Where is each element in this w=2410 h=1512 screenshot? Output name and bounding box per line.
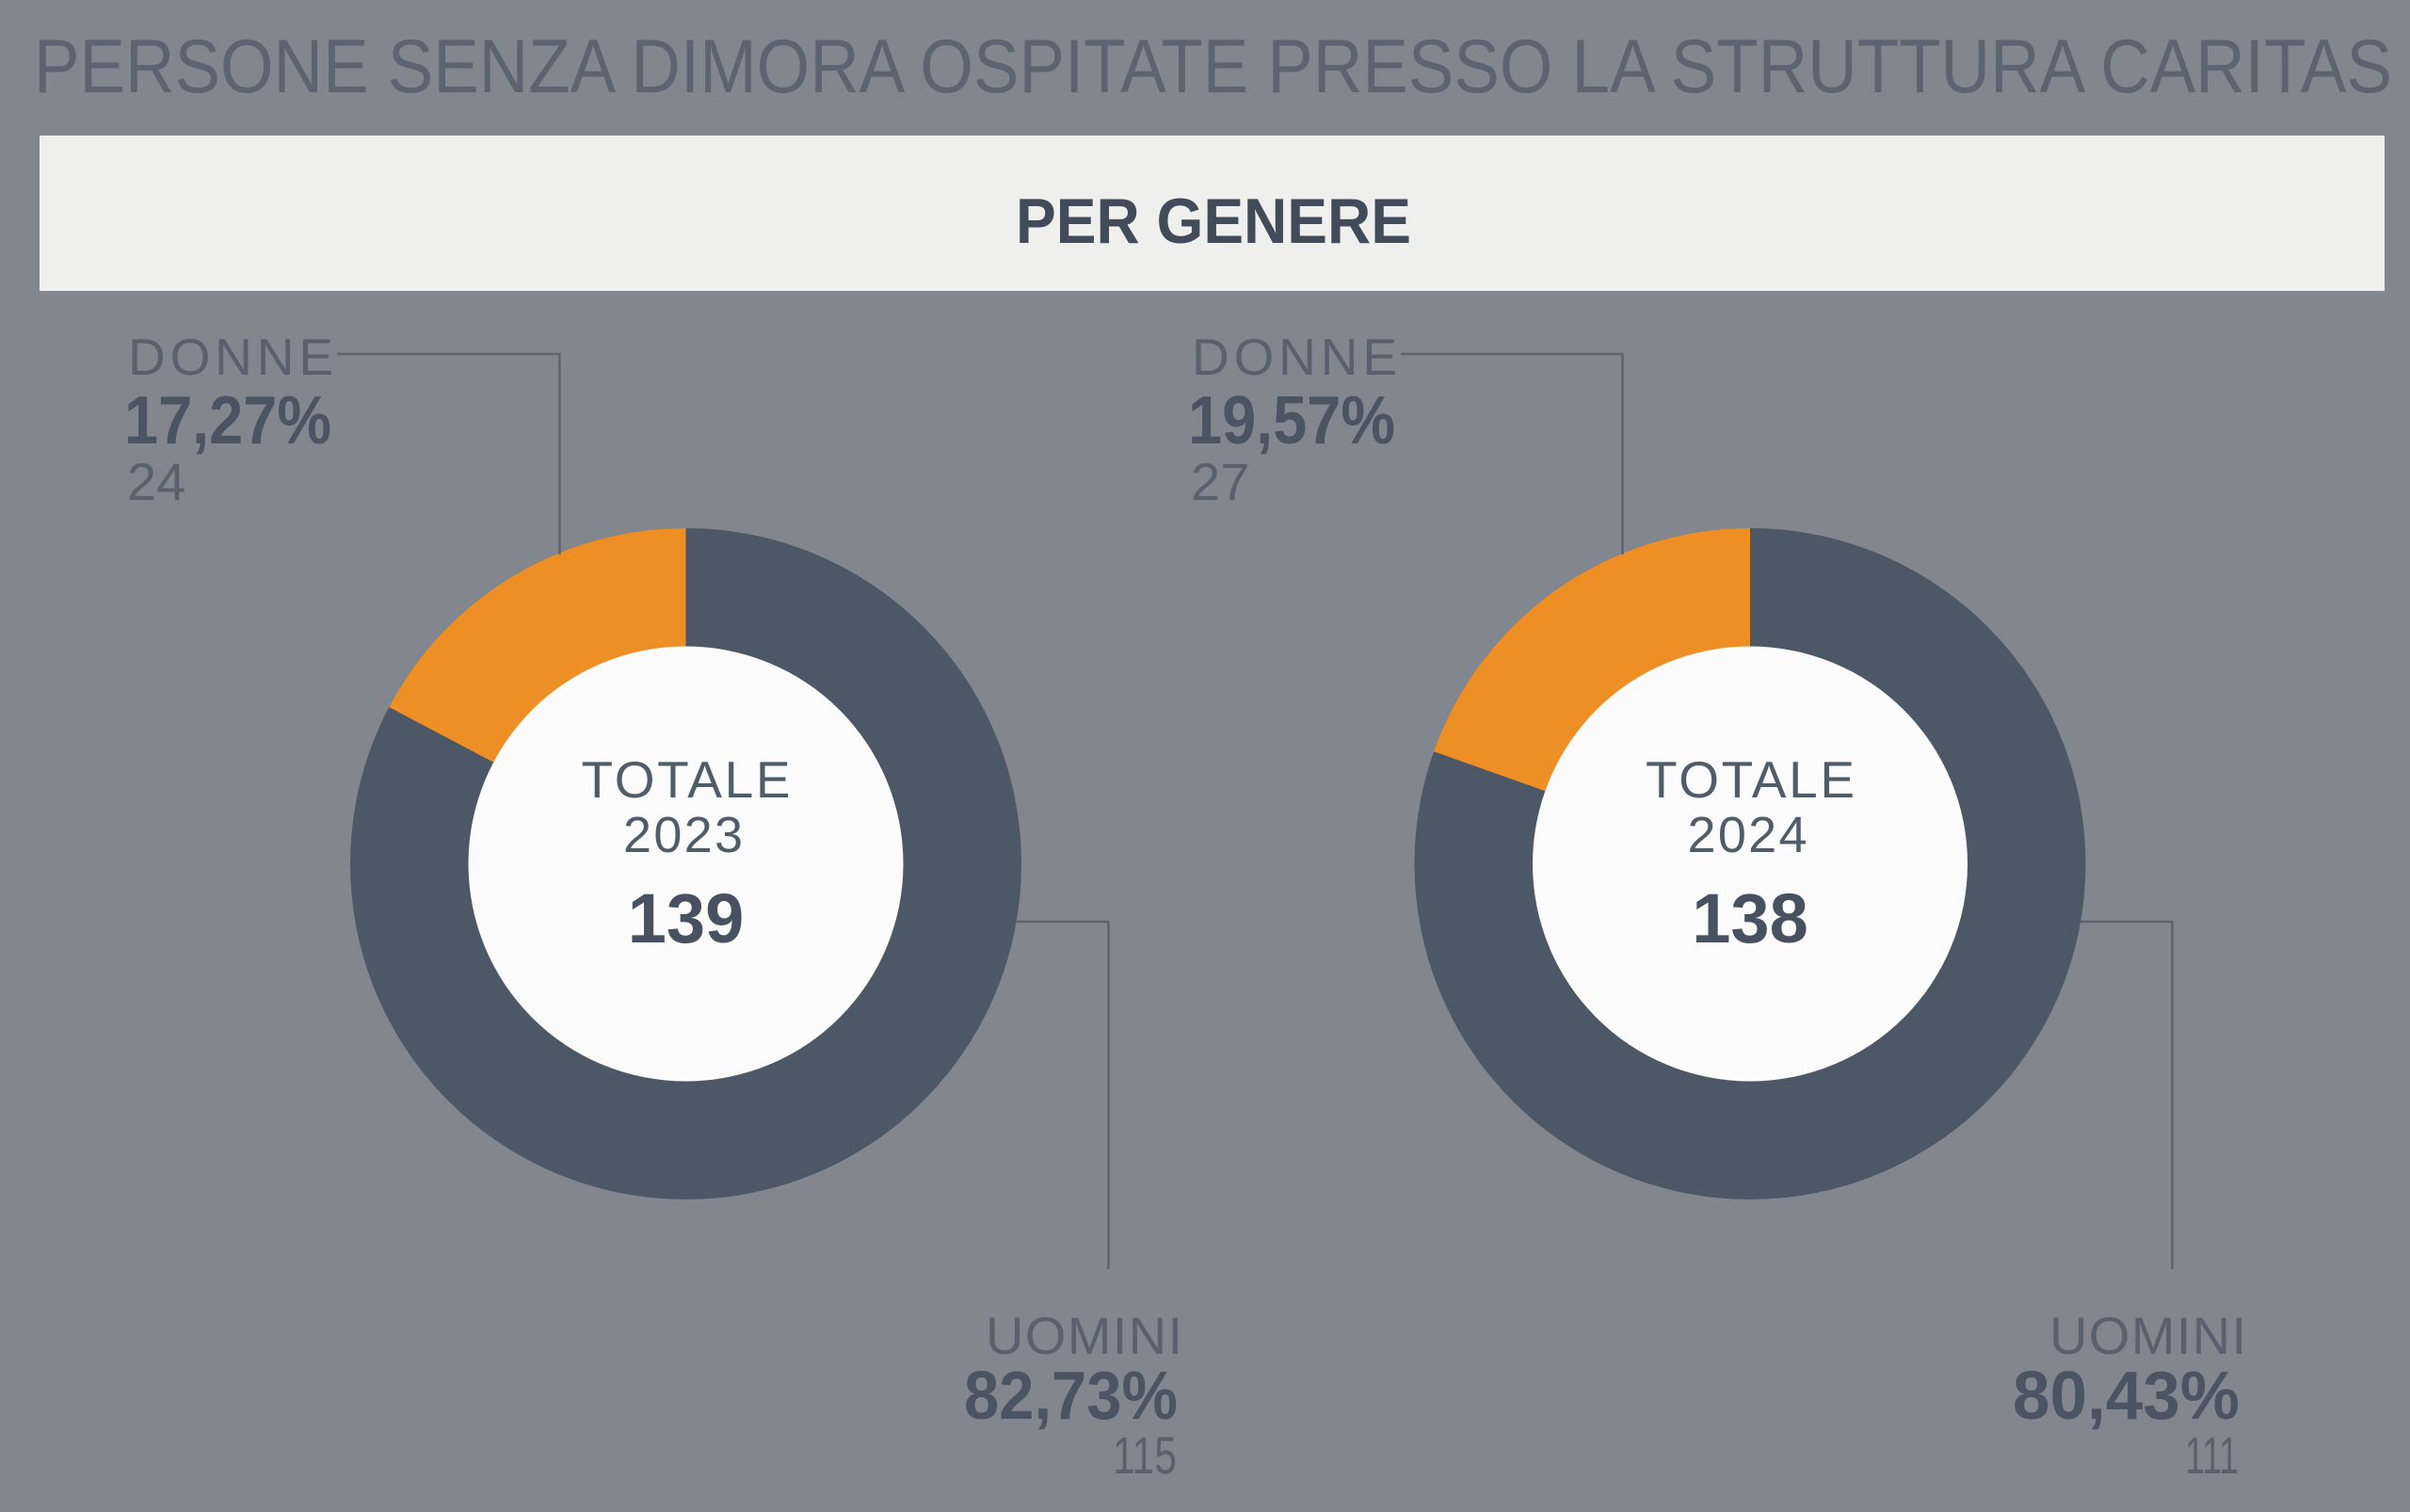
svg-text:UOMINI: UOMINI [2049, 1306, 2246, 1365]
svg-text:PER GENERE: PER GENERE [1016, 185, 1411, 257]
svg-text:111: 111 [2185, 1425, 2239, 1485]
svg-text:DONNE: DONNE [128, 328, 333, 386]
svg-text:139: 139 [628, 879, 744, 957]
svg-text:DONNE: DONNE [1192, 328, 1397, 386]
svg-text:UOMINI: UOMINI [986, 1306, 1182, 1365]
svg-text:27: 27 [1191, 452, 1249, 511]
svg-text:115: 115 [1113, 1425, 1177, 1485]
svg-text:138: 138 [1692, 879, 1808, 957]
svg-text:24: 24 [127, 452, 185, 511]
svg-text:80,43%: 80,43% [2013, 1359, 2240, 1434]
svg-text:PERSONE SENZA DIMORA OSPITATE: PERSONE SENZA DIMORA OSPITATE PRESSO LA … [34, 24, 2392, 109]
svg-text:19,57%: 19,57% [1188, 383, 1395, 458]
svg-text:82,73%: 82,73% [964, 1359, 1178, 1434]
svg-text:17,27%: 17,27% [124, 383, 331, 458]
